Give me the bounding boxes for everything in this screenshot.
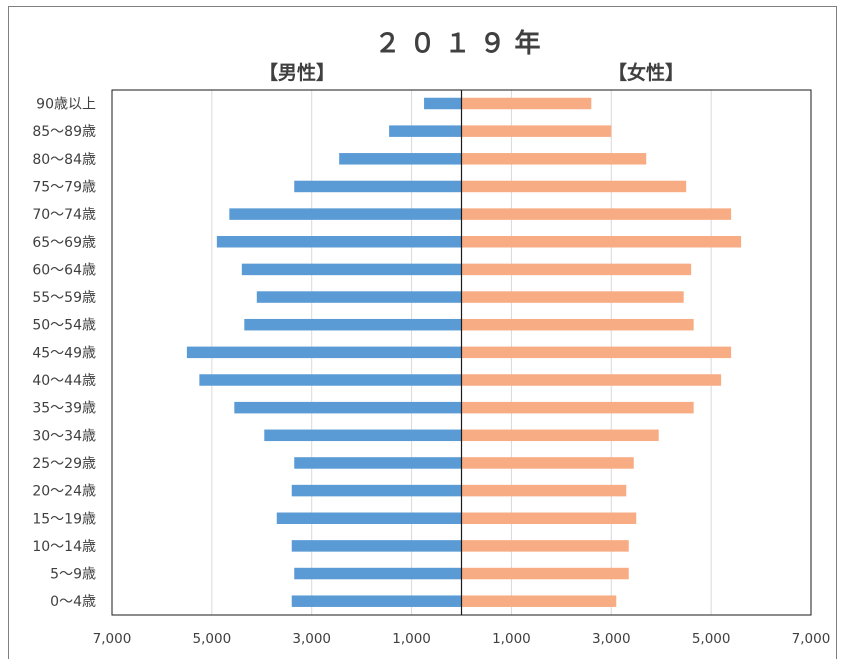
male-bar — [424, 97, 462, 110]
female-bar — [461, 595, 617, 607]
female-bar — [461, 318, 694, 331]
category-label: 10～14歳 — [32, 539, 96, 555]
female-bar — [461, 263, 692, 276]
x-tick-label: 3,000 — [592, 631, 631, 647]
bars — [186, 97, 742, 607]
male-bar — [294, 180, 462, 193]
female-label: 【女性】 — [608, 61, 684, 84]
category-label: 55～59歳 — [32, 290, 96, 306]
category-label: 85～89歳 — [32, 124, 96, 140]
female-bar — [461, 484, 627, 497]
chart-title: ２０１９年 — [374, 28, 549, 59]
male-bar — [389, 125, 462, 137]
x-tick-label: 5,000 — [193, 631, 232, 647]
category-labels: 90歳以上 85～89歳 80～84歳 75～79歳 70～74歳 65～69歳 60～64… — [32, 97, 96, 611]
category-label: 30～34歳 — [32, 428, 96, 444]
female-bar — [461, 153, 647, 165]
female-bar — [461, 429, 659, 442]
category-label: 70～74歳 — [32, 207, 96, 223]
category-label: 40～44歳 — [32, 373, 96, 389]
x-tick-label: 1,000 — [492, 631, 531, 647]
male-bar — [294, 457, 462, 469]
x-tick-label: 5,000 — [692, 631, 731, 647]
male-bar — [276, 512, 462, 524]
female-bar — [461, 457, 634, 469]
female-bar — [461, 236, 742, 248]
x-tick-label: 1,000 — [392, 631, 431, 647]
category-label: 80～84歳 — [32, 152, 96, 168]
category-label: 60～64歳 — [32, 262, 96, 278]
male-bar — [256, 291, 462, 303]
male-bar — [291, 484, 462, 497]
category-label: 5～9歳 — [50, 567, 96, 583]
category-label: 15～19歳 — [32, 511, 96, 527]
male-bar — [241, 263, 462, 276]
category-label: 65～69歳 — [32, 235, 96, 251]
male-bar — [229, 208, 462, 220]
male-bar — [216, 236, 462, 248]
female-bar — [461, 125, 612, 137]
female-bar — [461, 540, 629, 552]
x-tick-label: 7,000 — [93, 631, 132, 647]
female-bar — [461, 374, 722, 386]
category-label: 35～39歳 — [32, 401, 96, 417]
category-label: 50～54歳 — [32, 318, 96, 334]
male-bar — [264, 429, 462, 442]
female-bar — [461, 180, 687, 193]
category-label: 75～79歳 — [32, 179, 96, 195]
male-bar — [186, 346, 462, 359]
male-bar — [244, 318, 462, 331]
male-bar — [291, 540, 462, 552]
male-bar — [294, 567, 462, 580]
x-tick-label: 7,000 — [792, 631, 831, 647]
category-label: 90歳以上 — [36, 97, 96, 113]
category-label: 25～29歳 — [32, 456, 96, 472]
male-bar — [199, 374, 462, 386]
category-label: 20～24歳 — [32, 484, 96, 500]
x-tick-labels: 7,000 5,000 3,000 1,000 1,000 3,000 5,000 7,000 — [93, 631, 831, 647]
female-bar — [461, 512, 637, 524]
x-tick-label: 3,000 — [292, 631, 331, 647]
female-bar — [461, 567, 629, 580]
chart-frame — [8, 6, 837, 659]
male-bar — [234, 401, 462, 414]
category-label: 0～4歳 — [50, 594, 96, 610]
female-bar — [461, 208, 732, 220]
female-bar — [461, 401, 694, 414]
male-label: 【男性】 — [259, 61, 335, 84]
female-bar — [461, 97, 592, 110]
male-bar — [339, 153, 462, 165]
category-label: 45～49歳 — [32, 345, 96, 361]
male-bar — [291, 595, 462, 607]
female-bar — [461, 346, 732, 359]
female-bar — [461, 291, 684, 303]
